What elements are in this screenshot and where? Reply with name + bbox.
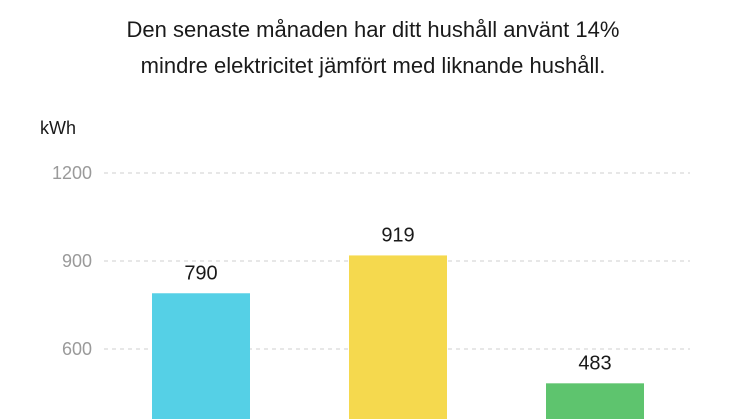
y-tick-label-1200: 1200 (52, 163, 92, 183)
headline-line-2: mindre elektricitet jämfört med liknande… (140, 53, 606, 78)
bar-2-value-label: 919 (381, 224, 414, 246)
headline-line-1: Den senaste månaden har ditt hushåll anv… (126, 17, 620, 42)
y-axis-unit-label: kWh (40, 118, 76, 138)
bar-1-value-label: 790 (184, 262, 217, 284)
bars (152, 255, 644, 419)
bar-3-value-label: 483 (578, 352, 611, 374)
data-labels: 790 919 483 (184, 224, 611, 374)
y-tick-label-900: 900 (62, 251, 92, 271)
bar-2 (349, 255, 447, 419)
bar-3 (546, 383, 644, 419)
bar-1 (152, 293, 250, 419)
chart-headline: Den senaste månaden har ditt hushåll anv… (0, 12, 746, 84)
y-tick-label-600: 600 (62, 339, 92, 359)
